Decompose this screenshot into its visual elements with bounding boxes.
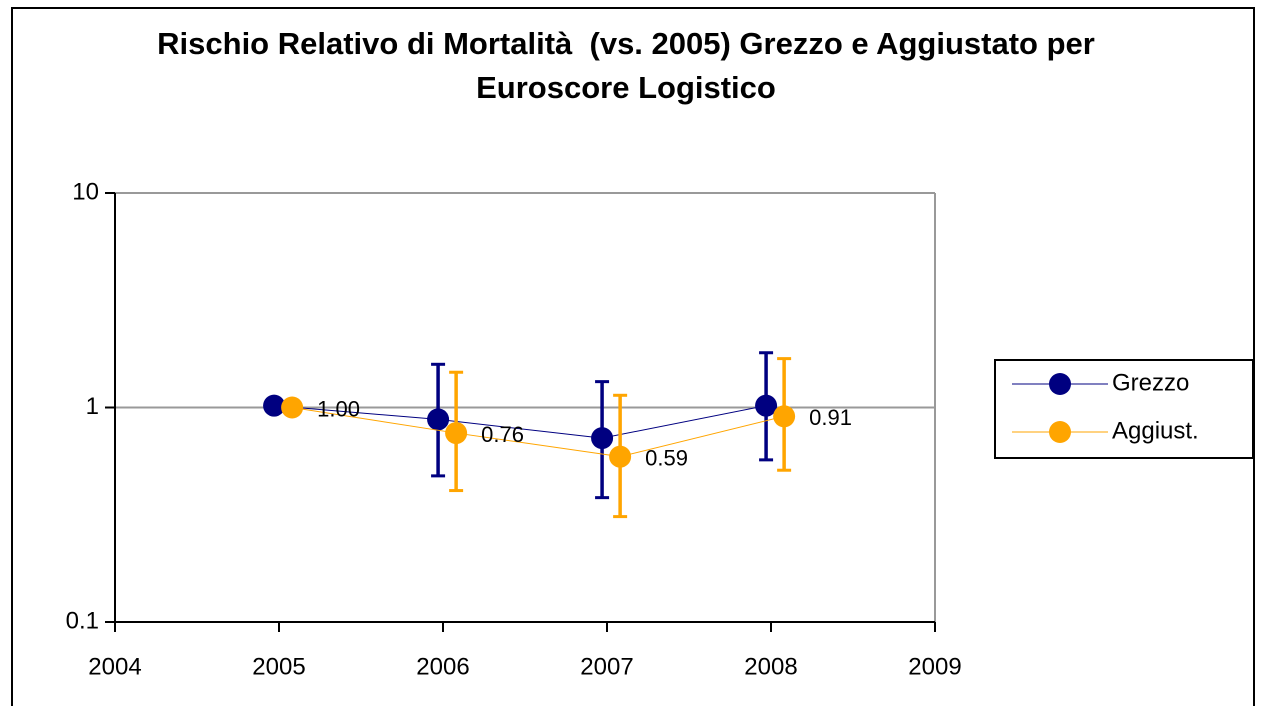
chart-title: Rischio Relativo di Mortalità (vs. 2005)… (157, 26, 1104, 105)
legend-marker (1049, 373, 1071, 395)
y-tick-label: 10 (72, 178, 99, 205)
x-tick-label: 2005 (252, 653, 305, 680)
data-point (445, 422, 468, 445)
legend-box (994, 359, 1254, 459)
data-point (755, 394, 778, 417)
y-tick-label: 1 (86, 393, 99, 420)
x-tick-label: 2004 (88, 653, 141, 680)
series-line (274, 405, 767, 439)
legend-marker (1049, 421, 1071, 443)
series-line (292, 407, 785, 458)
x-tick-label: 2009 (908, 653, 961, 680)
data-point (281, 396, 304, 419)
legend-label: Grezzo (1112, 369, 1189, 396)
data-point (591, 427, 614, 450)
chart-border (11, 7, 1255, 706)
data-label: 0.91 (809, 405, 852, 430)
y-tick-label: 0.1 (66, 607, 99, 634)
data-point (427, 408, 450, 431)
x-tick-label: 2007 (580, 653, 633, 680)
data-label: 1.00 (317, 396, 360, 421)
data-label: 0.76 (481, 422, 524, 447)
data-point (263, 394, 286, 417)
data-label: 0.59 (645, 445, 688, 470)
x-tick-label: 2006 (416, 653, 469, 680)
data-point (773, 405, 796, 428)
data-point (609, 445, 632, 468)
legend-label: Aggiust. (1112, 417, 1199, 444)
x-tick-label: 2008 (744, 653, 797, 680)
